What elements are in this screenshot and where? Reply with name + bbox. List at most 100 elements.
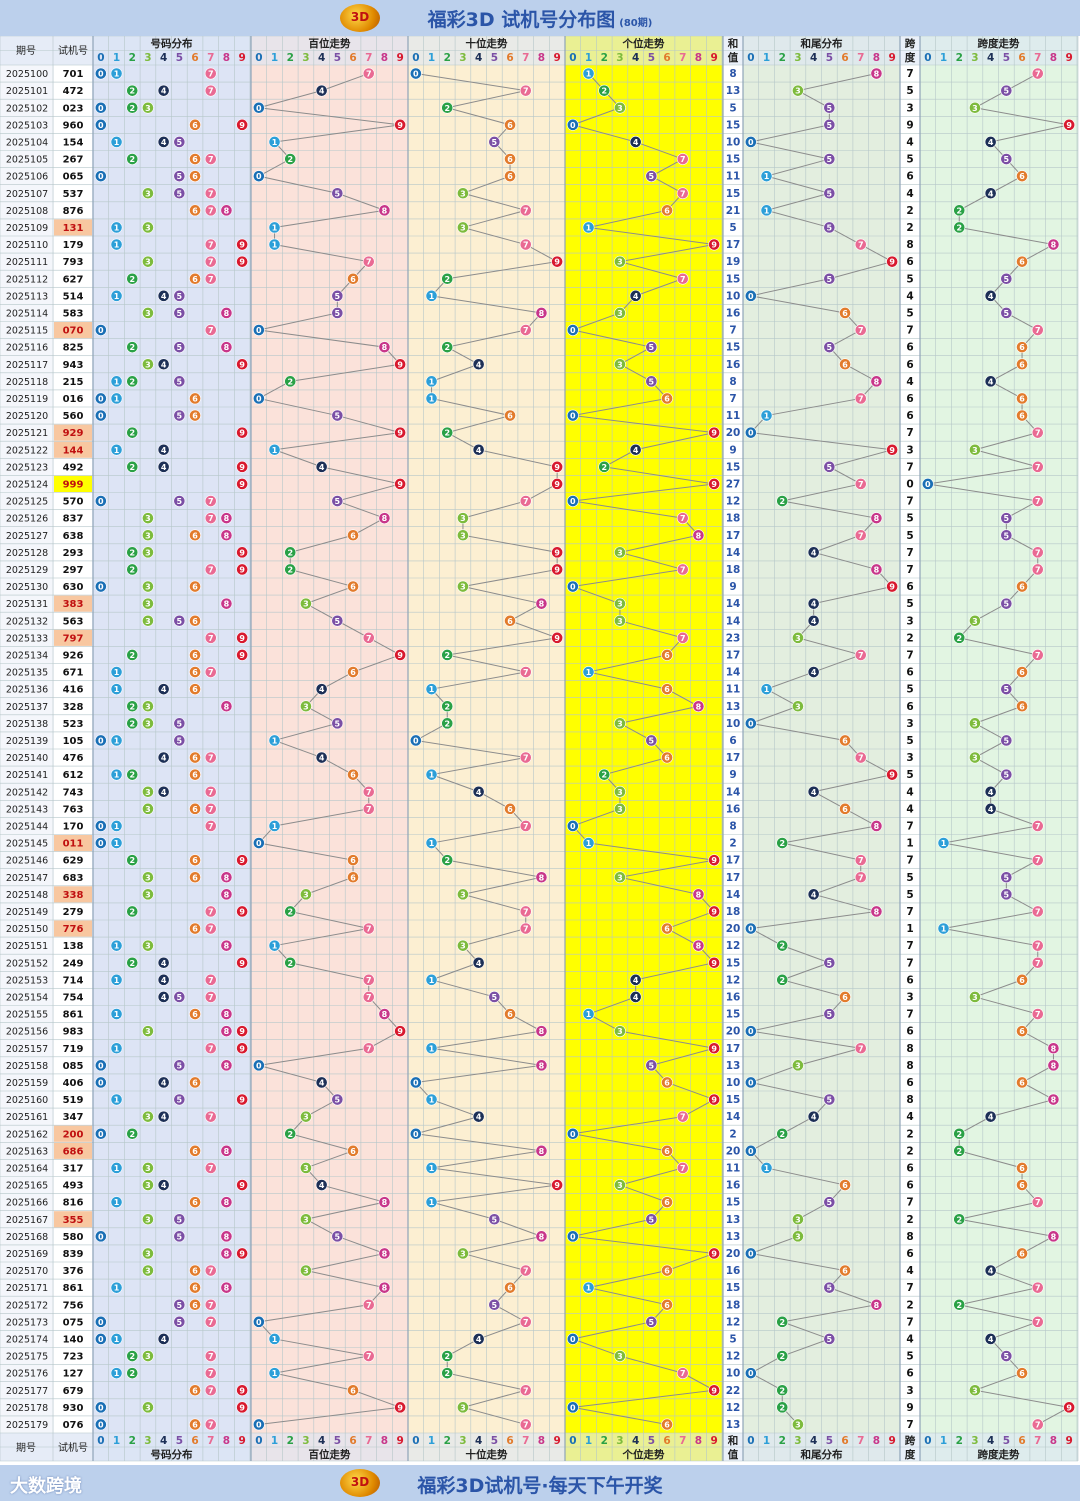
units-ball-label: 2 [601, 771, 607, 780]
number-cell-bg [54, 1108, 92, 1125]
span-trend-ball [953, 1213, 966, 1226]
dist-ball-label: 8 [224, 1010, 230, 1019]
span-cell: 3 [906, 1385, 913, 1397]
period-cell: 2025144 [6, 821, 48, 832]
hundreds-ball-label: 9 [397, 651, 403, 660]
dist-ball-label: 4 [161, 292, 167, 301]
dist-ball-label: 1 [114, 1198, 120, 1207]
dist-ball [236, 854, 249, 867]
dist-ball [157, 1179, 170, 1191]
tens-ball [425, 1042, 438, 1055]
dist-ball-label: 3 [145, 514, 151, 523]
dist-ball-label: 7 [208, 206, 214, 215]
sum-tail-ball [854, 392, 867, 405]
period-cell: 2025102 [6, 103, 48, 114]
units-ball [614, 255, 626, 268]
dist-ball-label: 1 [114, 685, 120, 694]
units-ball [614, 546, 626, 559]
dist-ball [220, 700, 233, 713]
dist-ball [110, 973, 123, 986]
digit-header: 6 [506, 52, 513, 64]
dist-ball-label: 1 [114, 138, 120, 147]
period-cell: 2025130 [6, 582, 48, 593]
dist-ball-label: 4 [161, 446, 167, 455]
dist-ball [236, 1401, 249, 1414]
span-trend-ball [1000, 871, 1013, 884]
units-ball-label: 5 [649, 1215, 655, 1224]
span-trend-ball-label: 2 [956, 206, 962, 215]
hundreds-ball [378, 204, 391, 217]
span-cell: 7 [906, 496, 913, 508]
digit-header: 2 [956, 1435, 963, 1447]
hundreds-ball [362, 973, 375, 986]
digit-header: 6 [1018, 1435, 1025, 1447]
period-cell: 2025135 [6, 668, 48, 679]
dist-ball [110, 939, 123, 952]
dist-ball [189, 1418, 201, 1431]
sum-tail-ball [823, 221, 836, 234]
sum-tail-ball-label: 4 [811, 600, 817, 609]
period-cell: 2025178 [6, 1403, 48, 1414]
digit-header: 0 [747, 1435, 754, 1447]
tens-ball-label: 1 [429, 976, 435, 985]
dist-ball-label: 3 [145, 788, 151, 797]
span-cell: 3 [906, 444, 913, 456]
sum-tail-ball-label: 8 [874, 907, 880, 916]
number-cell: 472 [63, 86, 84, 97]
units-ball-label: 2 [601, 87, 607, 96]
dist-ball-label: 8 [224, 942, 230, 951]
digit-header: 3 [971, 1435, 978, 1447]
units-ball [582, 837, 595, 849]
dist-ball-label: 7 [208, 634, 214, 643]
hundreds-ball [347, 871, 359, 884]
units-ball-label: 4 [633, 292, 639, 301]
hundreds-ball-label: 0 [256, 104, 262, 113]
dist-ball [189, 922, 201, 935]
span-trend-ball-label: 4 [988, 377, 994, 386]
dist-ball [142, 1025, 154, 1038]
dist-ball [142, 512, 154, 525]
period-cell: 2025161 [6, 1112, 48, 1123]
units-ball [614, 597, 626, 610]
span-cell: 7 [906, 940, 913, 952]
units-ball-label: 0 [570, 1335, 576, 1344]
units-ball [708, 854, 721, 867]
digit-header: 4 [475, 52, 482, 64]
tens-ball [472, 358, 485, 371]
hundreds-ball [284, 375, 297, 388]
hundreds-ball [394, 1025, 407, 1038]
tens-ball-label: 6 [507, 121, 513, 130]
dist-ball [173, 495, 186, 507]
sum-tail-ball [744, 1025, 757, 1038]
dist-ball-label: 3 [145, 531, 151, 540]
units-ball-label: 5 [649, 343, 655, 352]
sum-tail-ball-label: 3 [795, 87, 801, 96]
dist-ball-label: 6 [192, 1386, 198, 1395]
tens-ball-label: 6 [507, 412, 513, 421]
hundreds-ball-label: 3 [303, 1113, 309, 1122]
tens-ball [504, 409, 516, 422]
span-trend-ball-label: 7 [1035, 1318, 1041, 1327]
span-cell: 4 [906, 803, 913, 815]
dist-ball [189, 1196, 201, 1209]
tens-ball [535, 597, 548, 610]
dist-ball [94, 1315, 107, 1328]
span-cell: 2 [906, 1214, 913, 1226]
number-cell: 929 [63, 428, 84, 439]
number-cell: 127 [63, 1369, 84, 1380]
dist-ball-label: 3 [145, 258, 151, 267]
tens-ball-label: 9 [554, 565, 560, 574]
sum-cell: 14 [726, 615, 741, 627]
digit-header: 2 [444, 52, 451, 64]
number-cell: 560 [63, 411, 84, 422]
tens-ball [425, 392, 438, 405]
units-ball [566, 495, 579, 507]
hundreds-ball [284, 563, 297, 576]
units-ball-label: 0 [570, 1232, 576, 1241]
number-cell: 215 [63, 377, 84, 388]
hundreds-ball [300, 888, 312, 901]
dist-ball-label: 0 [98, 1420, 104, 1429]
span-trend-ball-label: 5 [1004, 600, 1010, 609]
dist-ball-label: 1 [114, 668, 120, 677]
span-header-top: 跨 [905, 37, 916, 50]
